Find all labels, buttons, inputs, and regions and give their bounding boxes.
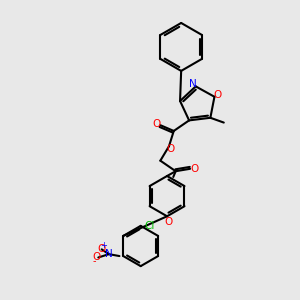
Text: O: O — [164, 217, 172, 226]
Text: -: - — [92, 256, 96, 266]
Text: O: O — [93, 253, 101, 262]
Text: +: + — [100, 241, 107, 250]
Text: N: N — [189, 79, 197, 88]
Text: O: O — [167, 144, 175, 154]
Text: N: N — [105, 249, 113, 259]
Text: Cl: Cl — [144, 221, 154, 231]
Text: O: O — [152, 119, 160, 129]
Text: O: O — [98, 244, 106, 254]
Text: O: O — [214, 90, 222, 100]
Text: O: O — [191, 164, 199, 174]
